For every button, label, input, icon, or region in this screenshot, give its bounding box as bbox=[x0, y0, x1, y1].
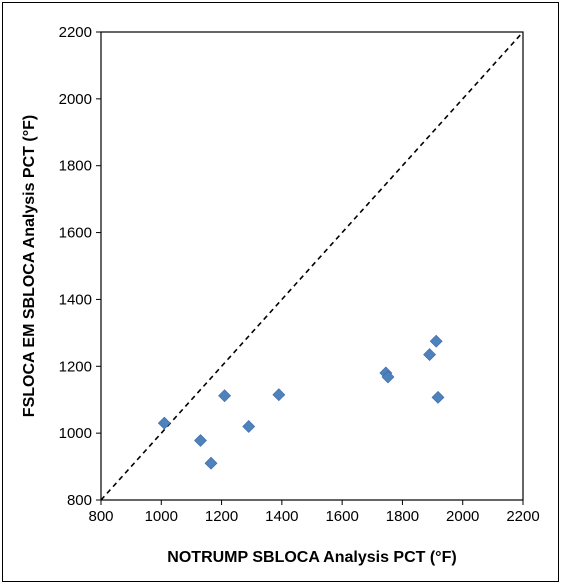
data-point bbox=[381, 370, 395, 384]
y-axis-title: FSLOCA EM SBLOCA Analysis PCT (°F) bbox=[21, 115, 38, 417]
x-axis: 800 1000 1200 1400 1600 1800 2000 2200 bbox=[88, 500, 540, 525]
x-tick-label: 1600 bbox=[325, 508, 358, 525]
y-tick-label: 1200 bbox=[59, 358, 92, 375]
x-tick-label: 1400 bbox=[265, 508, 298, 525]
data-point bbox=[194, 434, 207, 447]
y-tick-label: 1600 bbox=[59, 225, 92, 242]
y-tick-label: 1400 bbox=[59, 291, 92, 308]
y-tick-label: 2000 bbox=[59, 91, 92, 108]
y-tick-label: 2200 bbox=[59, 24, 92, 41]
y-tick-label: 800 bbox=[67, 492, 92, 509]
data-point bbox=[429, 334, 443, 348]
data-point bbox=[218, 389, 232, 403]
y-axis: 800 1000 1200 1400 1600 1800 2000 2200 bbox=[59, 24, 101, 509]
x-tick-label: 1000 bbox=[145, 508, 178, 525]
data-point bbox=[204, 456, 218, 470]
data-point bbox=[431, 390, 445, 404]
data-point bbox=[157, 416, 171, 430]
x-axis-title: NOTRUMP SBLOCA Analysis PCT (°F) bbox=[167, 549, 456, 566]
one-to-one-reference-line bbox=[100, 31, 524, 501]
x-tick-label: 1800 bbox=[386, 508, 419, 525]
data-points bbox=[157, 334, 445, 470]
y-tick-label: 1800 bbox=[59, 158, 92, 175]
x-tick-label: 2200 bbox=[506, 508, 539, 525]
data-point bbox=[423, 348, 436, 362]
x-tick-label: 1200 bbox=[205, 508, 238, 525]
data-point bbox=[242, 420, 256, 433]
x-tick-label: 2000 bbox=[446, 508, 479, 525]
reference-line-group bbox=[100, 31, 524, 501]
y-tick-label: 1000 bbox=[59, 425, 92, 442]
x-tick-label: 800 bbox=[88, 508, 113, 525]
data-point bbox=[272, 388, 286, 402]
